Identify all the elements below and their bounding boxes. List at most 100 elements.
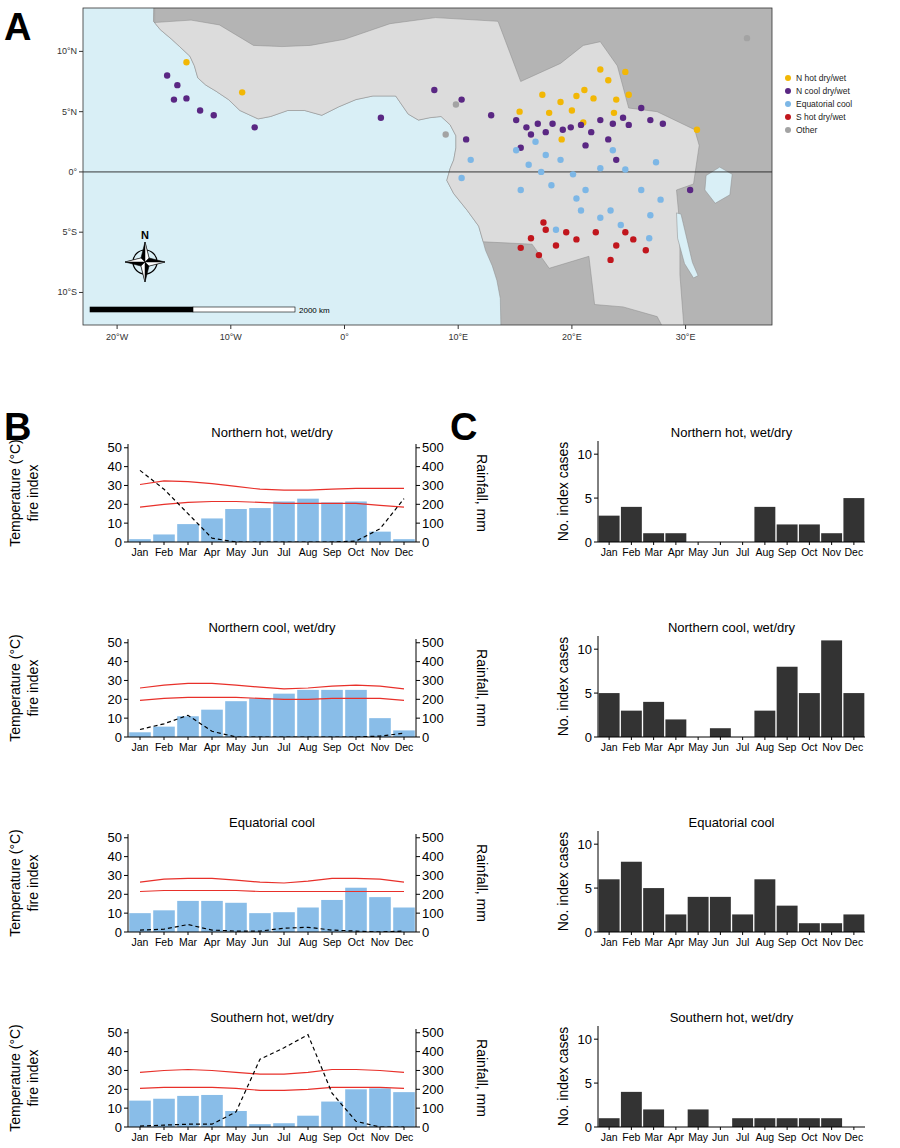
x-tick-label: Aug [299,1131,318,1143]
y-axis [598,831,599,932]
site-point [164,72,170,78]
equator-line [83,171,772,172]
site-point [378,114,384,120]
y2-tick-label: 500 [422,635,444,650]
x-tick [685,325,686,329]
x-tick-label: Dec [395,936,414,948]
x-tick-label: Mar [179,546,198,558]
x-tick-label: May [226,741,247,753]
y2-tick [416,1108,420,1109]
legend-label: Other [796,125,817,135]
x-tick [631,932,632,935]
x-tick-label: Aug [756,741,775,753]
site-point [543,129,549,135]
site-point [528,131,534,137]
x-tick-label: Jun [252,546,269,558]
x-tick [764,737,765,740]
rainfall-bar [321,1102,343,1127]
site-point [536,252,542,258]
y-axis-title: fire index [25,855,41,912]
y2-tick [416,680,420,681]
rainfall-bar [321,690,343,737]
y-axis [128,1029,129,1127]
x-tick-label: Jul [277,741,290,753]
y-tick [124,1108,128,1109]
case-bar [621,862,642,932]
y-axis-title: No. index cases [555,1027,571,1127]
y-tick [594,737,598,738]
site-point [582,142,588,148]
site-point [597,165,603,171]
case-bar [843,693,864,737]
site-point [535,121,541,127]
x-tick [831,542,832,545]
y2-tick [416,466,420,467]
chart-title: Equatorial cool [229,815,315,830]
y-axis-title: Temperature (°C) [7,829,23,937]
y-tick [124,1032,128,1033]
legend-swatch [785,114,791,120]
x-tick-label: Feb [622,1131,640,1143]
y-tick [124,542,128,543]
series-line [140,925,404,933]
site-point [543,227,549,233]
x-tick-label: Sep [323,546,342,558]
site-point [573,236,579,242]
plot-marks [599,862,865,932]
y2-tick [416,856,420,857]
x-tick-label: Feb [622,741,640,753]
y-tick-label: 5 [585,491,592,506]
y2-tick [416,542,420,543]
rainfall-bar [129,1101,151,1127]
x-tick [787,542,788,545]
y2-axis [416,834,417,932]
y-tick-label: 0° [68,167,77,177]
site-point [558,136,564,142]
x-tick-label: Sep [323,741,342,753]
y-tick-label: 20 [108,692,122,707]
site-point [174,82,180,88]
site-point [563,229,569,235]
x-tick-label: May [688,741,709,753]
compass-star [125,242,165,282]
site-point [622,229,628,235]
x-tick-label: Jun [252,936,269,948]
y-tick-label: 20 [108,1082,122,1097]
site-point [613,96,619,102]
case-bar [665,533,686,542]
x-tick-label: Dec [395,546,414,558]
site-point [197,107,203,113]
x-tick [284,1127,285,1130]
rainfall-bar [225,1111,247,1127]
x-tick-label: Feb [622,546,640,558]
x-tick-label: Oct [801,1131,817,1143]
x-tick [831,932,832,935]
legend-swatch [785,101,791,107]
y-tick [124,661,128,662]
x-tick [653,542,654,545]
case-bar [843,914,864,932]
x-tick-label: Aug [756,546,775,558]
chart-title: Southern hot, wet/dry [210,1010,334,1025]
site-point [525,161,531,167]
x-tick-label: Jun [252,1131,269,1143]
x-tick [404,1127,405,1130]
x-axis [598,542,865,543]
x-tick-label: Mar [179,1131,198,1143]
y-tick-label: 10 [578,447,592,462]
y-tick-label: 10 [108,711,122,726]
x-tick-label: Jul [736,936,749,948]
x-tick-label: Apr [204,936,221,948]
x-tick-label: 10°E [448,332,468,342]
x-tick-label: 10°W [220,332,243,342]
y-axis [128,444,129,542]
site-point [620,114,626,120]
x-tick-label: Jun [712,546,729,558]
x-tick [344,325,345,329]
x-tick [356,737,357,740]
y-tick-label: 5 [585,881,592,896]
x-tick-label: Nov [822,546,841,558]
site-point [548,182,554,188]
case-bar [799,524,820,542]
y-tick [124,680,128,681]
